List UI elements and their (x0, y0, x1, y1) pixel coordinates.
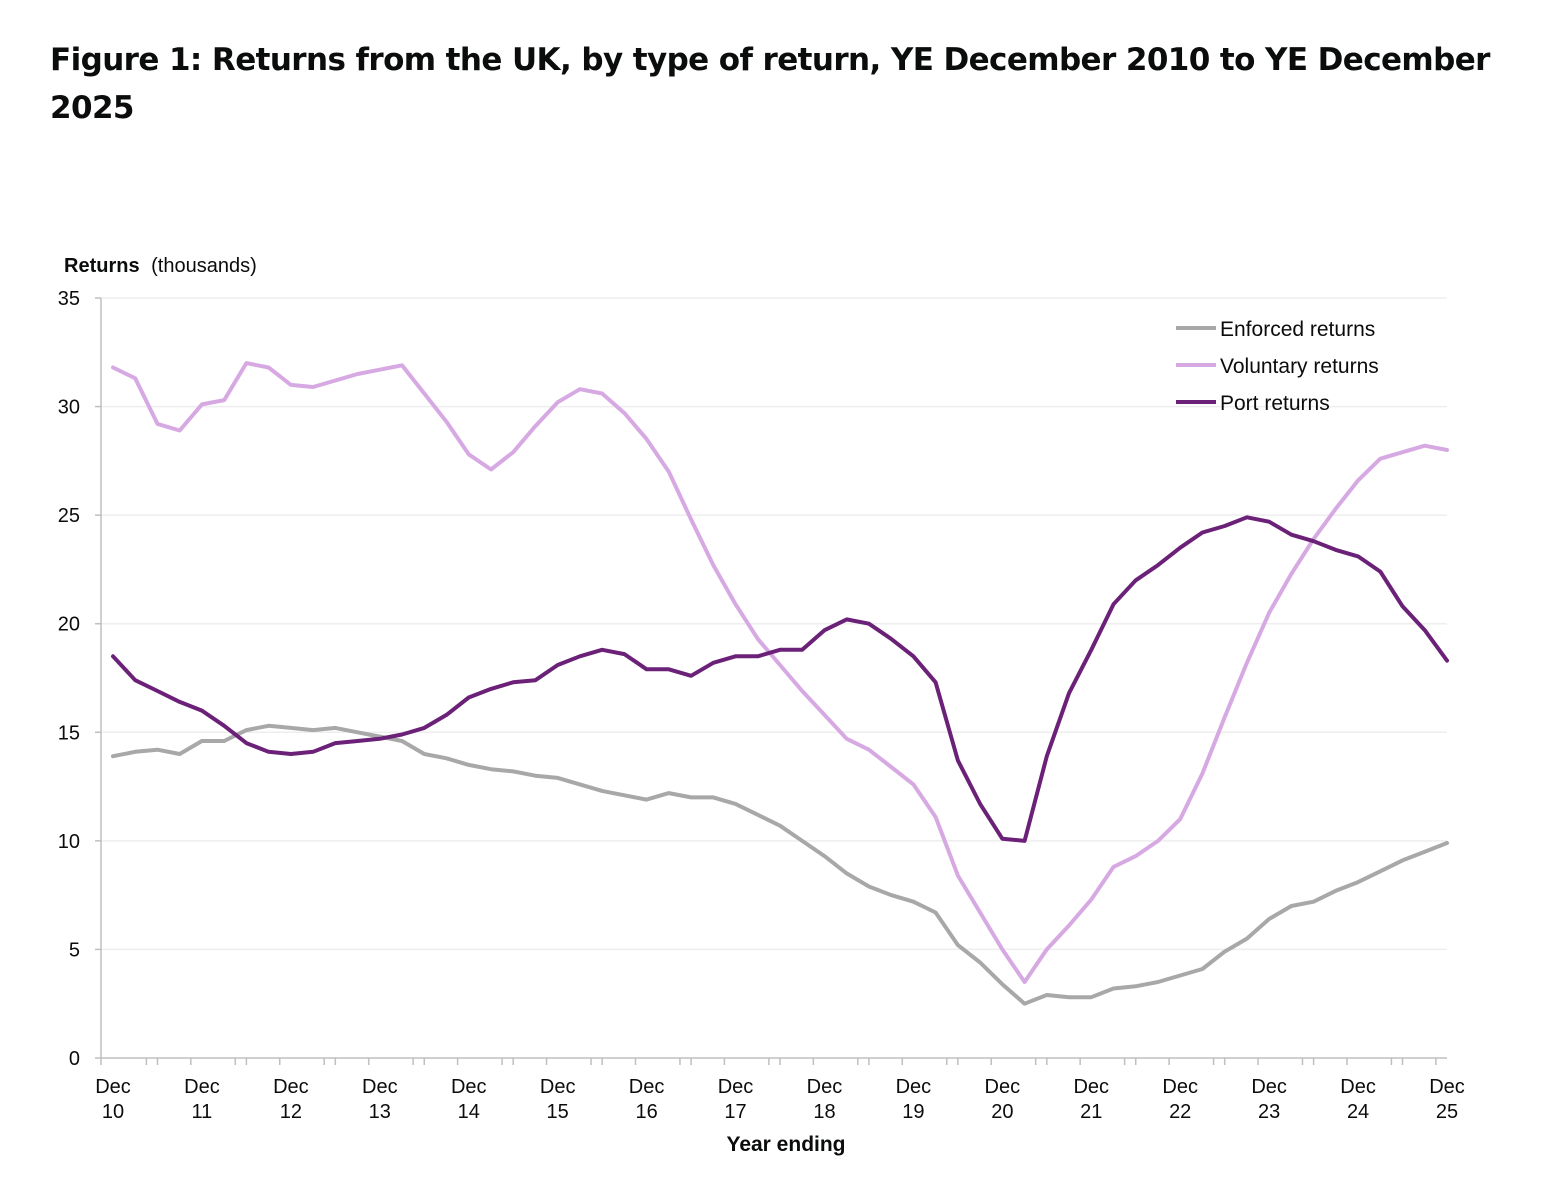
legend-label: Port returns (1220, 392, 1330, 415)
y-tick-label: 35 (58, 288, 80, 310)
x-tick-label: Dec 15 (540, 1076, 576, 1123)
series-line-port-returns (111, 515, 1449, 843)
series-line-voluntary-returns (111, 361, 1449, 984)
x-tick-label: Dec 16 (629, 1076, 665, 1123)
gridlines (101, 297, 1447, 951)
x-tick-label: Dec 13 (362, 1076, 398, 1123)
x-tick-label: Dec 17 (718, 1076, 754, 1123)
series-lines (111, 361, 1449, 1006)
y-tick-label: 20 (58, 614, 80, 636)
y-tick-label: 5 (69, 939, 80, 961)
y-tick-label: 0 (69, 1048, 80, 1070)
x-tick-label: Dec 23 (1251, 1076, 1287, 1123)
y-tick-label: 25 (58, 505, 80, 527)
legend: Enforced returns Voluntary returns Port re… (1176, 318, 1379, 415)
x-tick-label: Dec 14 (451, 1076, 487, 1123)
y-axis-label-bold: Returns (64, 255, 140, 277)
y-tick-label: 10 (58, 831, 80, 853)
x-tick-label: Dec 21 (1073, 1076, 1109, 1123)
y-tick-label: 30 (58, 397, 80, 419)
x-tick-label: Dec 12 (273, 1076, 309, 1123)
y-axis-label: Returns (thousands) (64, 255, 257, 277)
y-axis-label-units: (thousands) (151, 255, 257, 277)
x-tick-label: Dec 10 (95, 1076, 131, 1123)
y-axis-ticks: 0 5 10 15 20 25 30 35 (58, 288, 101, 1070)
x-axis-ticks: Dec 10 Dec 11 Dec 12 Dec 13 Dec 14 Dec 15 Dec 16 Dec 17… (95, 1058, 1465, 1123)
x-axis-label: Year ending (726, 1133, 845, 1156)
x-tick-label: Dec 11 (184, 1076, 220, 1123)
x-tick-label: Dec 18 (807, 1076, 843, 1123)
axes (100, 298, 1447, 1059)
y-tick-label: 15 (58, 722, 80, 744)
x-tick-label: Dec 22 (1162, 1076, 1198, 1123)
page-title: Figure 1: Returns from the UK, by type o… (50, 42, 1490, 126)
legend-label: Voluntary returns (1220, 355, 1379, 378)
x-tick-label: Dec 25 (1429, 1076, 1465, 1123)
x-tick-label: Dec 19 (896, 1076, 932, 1123)
legend-label: Enforced returns (1220, 318, 1375, 341)
x-tick-label: Dec 24 (1340, 1076, 1376, 1123)
series-line-enforced-returns (111, 723, 1449, 1006)
x-tick-label: Dec 20 (985, 1076, 1021, 1123)
